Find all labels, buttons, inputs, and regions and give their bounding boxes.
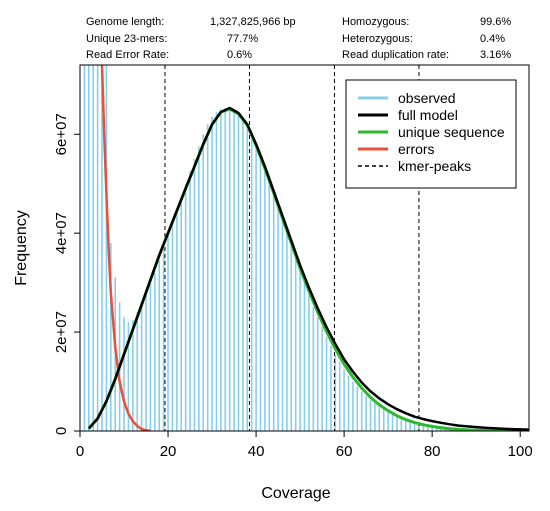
stat-value-homozygous: 99.6% <box>480 16 511 28</box>
y-axis: 0 2e+07 4e+07 6e+07 <box>53 113 80 435</box>
model-curves <box>87 65 529 431</box>
x-axis-title: Coverage <box>261 485 330 502</box>
stat-label-read-duplication-rate: Read duplication rate: <box>342 49 449 61</box>
legend-label-kmer-peaks: kmer-peaks <box>398 158 471 174</box>
legend-label-unique-sequence: unique sequence <box>398 124 505 140</box>
x-axis: 0 20 40 60 80 100 <box>76 431 533 460</box>
stat-value-unique-kmers: 77.7% <box>227 33 258 45</box>
x-tick-label: 100 <box>508 443 533 460</box>
observed-bars <box>83 65 521 431</box>
y-tick-label: 2e+07 <box>53 311 70 353</box>
stat-value-genome-length: 1,327,825,966 bp <box>210 16 296 28</box>
x-tick-label: 0 <box>76 443 84 460</box>
x-tick-label: 20 <box>160 443 177 460</box>
stat-label-genome-length: Genome length: <box>86 16 164 28</box>
y-tick-label: 0 <box>53 427 70 435</box>
legend-label-observed: observed <box>398 90 456 106</box>
legend-label-errors: errors <box>398 141 435 157</box>
x-tick-label: 40 <box>248 443 265 460</box>
y-tick-label: 6e+07 <box>53 113 70 155</box>
stat-label-read-error-rate: Read Error Rate: <box>86 49 169 61</box>
stat-value-heterozygous: 0.4% <box>480 33 505 45</box>
x-tick-label: 60 <box>336 443 353 460</box>
full-model-curve <box>87 106 529 431</box>
stat-label-unique-kmers: Unique 23-mers: <box>86 33 167 45</box>
y-tick-label: 4e+07 <box>53 212 70 254</box>
plot-frame <box>79 64 530 432</box>
stats-header: Genome length: 1,327,825,966 bp Unique 2… <box>86 16 511 61</box>
kmer-peak-lines <box>164 65 420 431</box>
stat-label-heterozygous: Heterozygous: <box>342 33 413 45</box>
legend-label-full-model: full model <box>398 107 458 123</box>
stat-label-homozygous: Homozygous: <box>342 16 409 28</box>
stat-value-read-error-rate: 0.6% <box>227 49 252 61</box>
x-tick-label: 80 <box>424 443 441 460</box>
y-axis-title: Frequency <box>13 210 30 286</box>
errors-curve <box>100 65 151 431</box>
stat-value-read-duplication-rate: 3.16% <box>480 49 511 61</box>
